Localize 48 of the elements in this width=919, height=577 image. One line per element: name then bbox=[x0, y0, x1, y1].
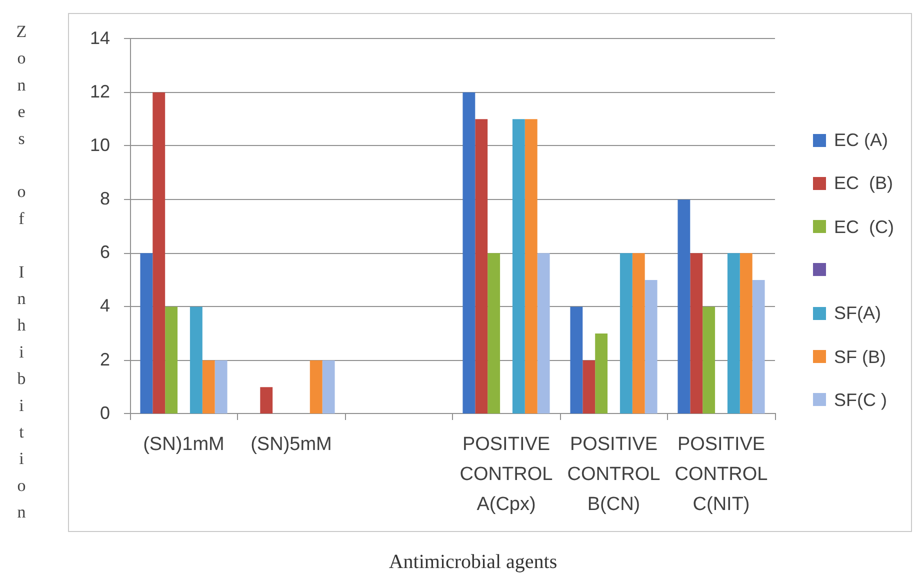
bar bbox=[570, 306, 583, 414]
y-tick-label: 14 bbox=[90, 28, 110, 48]
x-tick-label: POSITIVE CONTROL C(NIT) bbox=[674, 434, 768, 516]
y-tick-label: 10 bbox=[90, 134, 110, 155]
y-tick-label: 2 bbox=[100, 349, 110, 370]
y-tick-label: 4 bbox=[100, 296, 110, 316]
bar bbox=[310, 360, 322, 414]
bar bbox=[214, 360, 228, 414]
x-tick-label: (SN)5mM bbox=[250, 434, 332, 456]
bar bbox=[488, 253, 500, 414]
bar bbox=[632, 253, 645, 414]
legend-label: EC (C) bbox=[834, 216, 894, 238]
y-tick-label: 12 bbox=[90, 81, 110, 102]
bar bbox=[202, 360, 215, 414]
bar bbox=[322, 360, 335, 414]
y-tick-label: 6 bbox=[100, 242, 110, 262]
bar bbox=[678, 200, 690, 414]
bar bbox=[752, 280, 765, 414]
legend-label: SF (B) bbox=[834, 346, 886, 368]
y-tick-label: 0 bbox=[100, 402, 110, 423]
x-tick-label: POSITIVE CONTROL B(CN) bbox=[567, 434, 660, 516]
y-tick-label: 8 bbox=[100, 188, 110, 209]
bar bbox=[620, 253, 632, 414]
bar bbox=[740, 253, 752, 414]
bar bbox=[165, 306, 178, 414]
bar bbox=[462, 92, 476, 414]
bar bbox=[524, 119, 538, 414]
bar bbox=[727, 253, 740, 414]
y-axis-title: Zones of Inhibition bbox=[11, 22, 31, 530]
bar bbox=[537, 253, 550, 414]
x-tick-label: POSITIVE CONTROL A(Cpx) bbox=[460, 434, 553, 516]
bar bbox=[475, 119, 488, 414]
legend-label: EC (B) bbox=[834, 172, 894, 194]
bar bbox=[690, 253, 703, 414]
bar bbox=[152, 92, 166, 414]
bar bbox=[512, 119, 525, 414]
bar bbox=[702, 306, 716, 414]
bar bbox=[644, 280, 658, 414]
bar bbox=[190, 306, 202, 414]
bar bbox=[595, 334, 608, 414]
x-axis-title: Antimicrobial agents bbox=[388, 551, 558, 573]
legend-label: EC (A) bbox=[834, 129, 888, 151]
x-tick-label: (SN)1mM bbox=[143, 434, 224, 456]
legend-label: SF(C ) bbox=[834, 388, 887, 411]
bar bbox=[260, 387, 273, 414]
bar bbox=[140, 253, 153, 414]
legend-label: SF(A) bbox=[834, 302, 881, 324]
bar bbox=[582, 360, 596, 414]
